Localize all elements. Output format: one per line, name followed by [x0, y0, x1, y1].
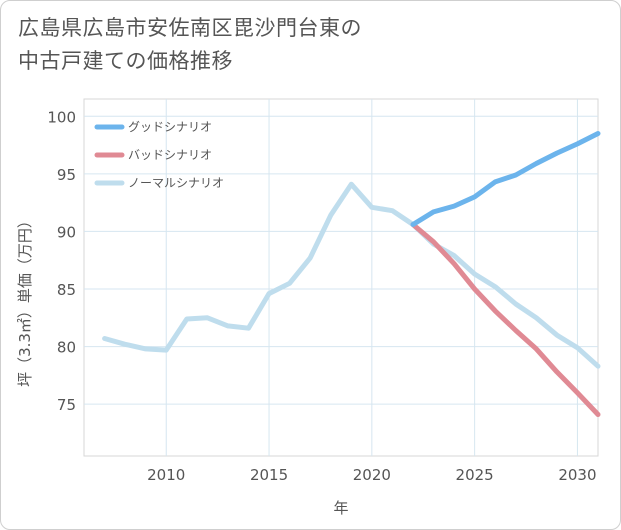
series-lines [102, 131, 601, 417]
chart-title-line-1: 広島県広島市安佐南区毘沙門台東の [18, 16, 362, 40]
y-axis-label: 坪（3.3㎡）単価（万円） [16, 213, 34, 387]
chart-title: 広島県広島市安佐南区毘沙門台東の 中古戸建ての価格推移 [18, 12, 578, 78]
series-line-2 [102, 181, 601, 369]
x-axis-label: 年 [333, 499, 348, 517]
x-tick-label-2010: 2010 [147, 466, 185, 484]
y-tick-label-85: 85 [57, 281, 76, 299]
legend-label-1: バッドシナリオ [128, 148, 212, 162]
y-tick-label-80: 80 [57, 339, 76, 357]
x-tick-label-2020: 2020 [353, 466, 391, 484]
legend-label-2: ノーマルシナリオ [128, 176, 224, 190]
y-tick-label-100: 100 [47, 108, 76, 126]
y-tick-label-75: 75 [57, 396, 76, 414]
y-tick-labels: 75 80 85 90 95 100 [47, 108, 76, 414]
x-tick-label-2030: 2030 [558, 466, 596, 484]
legend-label-0: グッドシナリオ [128, 120, 212, 134]
y-tick-label-90: 90 [57, 223, 76, 241]
plot-area [83, 98, 599, 457]
x-tick-labels: 2010 2015 2020 2025 2030 [147, 466, 596, 484]
chart-title-line-2: 中古戸建ての価格推移 [18, 49, 233, 73]
x-tick-label-2025: 2025 [456, 466, 494, 484]
series-line-1 [410, 222, 601, 417]
y-tick-label-95: 95 [57, 166, 76, 184]
x-tick-label-2015: 2015 [250, 466, 288, 484]
series-line-0 [410, 131, 601, 227]
